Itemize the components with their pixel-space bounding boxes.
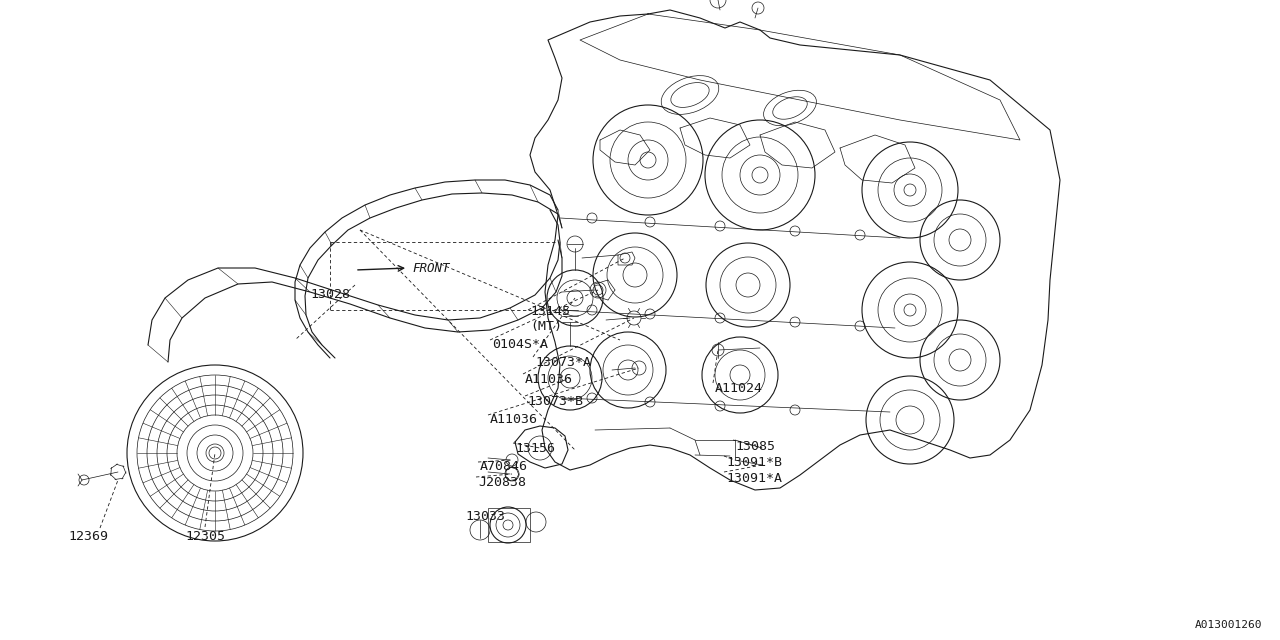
Text: A013001260: A013001260: [1194, 620, 1262, 630]
Text: A11036: A11036: [490, 413, 538, 426]
Text: FRONT: FRONT: [412, 262, 449, 275]
Text: A11024: A11024: [716, 382, 763, 395]
Text: 13028: 13028: [310, 288, 349, 301]
Text: (MT): (MT): [530, 320, 562, 333]
Text: A11036: A11036: [525, 373, 573, 386]
Text: 13091*B: 13091*B: [726, 456, 782, 469]
Text: 12305: 12305: [186, 530, 225, 543]
Bar: [488, 508, 530, 542]
Text: 13033: 13033: [465, 510, 506, 523]
Text: A70846: A70846: [480, 460, 529, 473]
Text: 13073*A: 13073*A: [535, 356, 591, 369]
Text: 12369: 12369: [68, 530, 108, 543]
Text: 13091*A: 13091*A: [726, 472, 782, 485]
Text: J20838: J20838: [477, 476, 526, 489]
Text: 13073*B: 13073*B: [527, 395, 582, 408]
Text: 13156: 13156: [515, 442, 556, 455]
Text: 0104S*A: 0104S*A: [492, 338, 548, 351]
Text: 13085: 13085: [735, 440, 774, 453]
Text: 13145: 13145: [530, 305, 570, 318]
